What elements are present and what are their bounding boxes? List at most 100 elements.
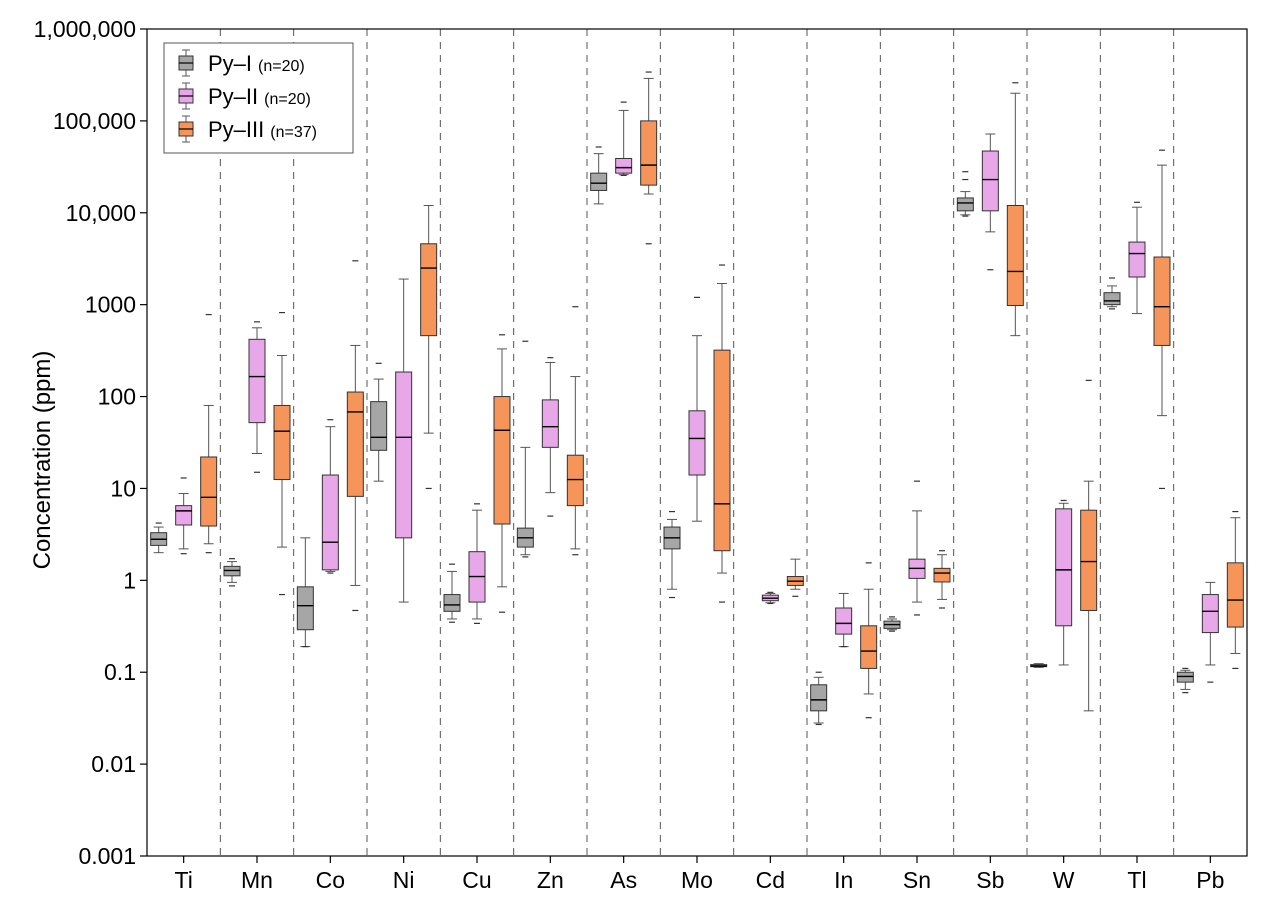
legend-series-count: (n=37) [270, 124, 317, 141]
x-tick-label: Mo [681, 867, 713, 893]
y-tick-label: 1,000,000 [34, 16, 136, 42]
legend-series-count: (n=20) [264, 91, 311, 108]
box-body [1226, 562, 1244, 628]
box-body [956, 197, 974, 212]
box-pyii-ti [175, 477, 193, 555]
box-pyi-ni [370, 362, 388, 482]
x-tick-label: Pb [1196, 867, 1224, 893]
legend-label: Py–II (n=20) [208, 84, 311, 109]
box-pyii-zn [541, 357, 559, 517]
box-body [395, 371, 413, 539]
y-tick-label: 1000 [85, 292, 136, 318]
box-pyii-as [615, 101, 633, 177]
legend-item: Py–I (n=20) [178, 49, 305, 77]
y-tick-label: 0.001 [78, 843, 136, 869]
x-tick-label: Ti [175, 867, 193, 893]
box-pyii-sn [908, 480, 926, 616]
box-pyi-tl [1103, 277, 1121, 310]
x-tick-label: Mn [241, 867, 273, 893]
box-pyiii-as [640, 71, 658, 245]
x-tick-label: Co [316, 867, 345, 893]
box-body [1103, 292, 1121, 306]
box-body [248, 338, 266, 424]
category-separators [219, 29, 1175, 856]
x-tick-label: Tl [1127, 867, 1146, 893]
box-body [810, 684, 828, 712]
legend-series-count: (n=20) [258, 58, 305, 75]
box-pyiii-co [346, 260, 364, 612]
box-body [321, 474, 339, 571]
box-body [296, 586, 314, 631]
x-tick-label: In [834, 867, 853, 893]
box-body [175, 505, 193, 526]
box-pyiii-ti [200, 313, 218, 554]
box-pyii-w [1055, 499, 1073, 666]
box-body [566, 454, 584, 507]
box-pyii-co [321, 419, 339, 574]
box-pyii-mn [248, 321, 266, 473]
x-tick-label: Cu [462, 867, 491, 893]
box-pyi-mo [663, 510, 681, 599]
x-tick-label: Zn [537, 867, 564, 893]
box-pyi-pb [1176, 667, 1194, 694]
box-body [1006, 205, 1024, 306]
legend: Py–I (n=20)Py–II (n=20)Py–III (n=37) [163, 42, 354, 154]
box-body [346, 391, 364, 497]
box-pyiii-w [1080, 379, 1098, 712]
box-pyiii-sn [933, 550, 951, 609]
box-body [1153, 256, 1171, 346]
box-body [1080, 509, 1098, 611]
box-body [200, 456, 218, 527]
box-body [981, 150, 999, 212]
box-pyi-as [590, 146, 608, 205]
box-pyi-cu [443, 563, 461, 623]
legend-series-name: Py–III [208, 117, 264, 142]
box-pyii-ni [395, 278, 413, 603]
y-tick-label: 1 [123, 567, 136, 593]
x-tick-label: W [1053, 867, 1075, 893]
box-pyi-sb [956, 171, 974, 217]
box-pyiii-ni [420, 205, 438, 490]
x-tick-label: Sn [903, 867, 931, 893]
box-body [1055, 508, 1073, 627]
legend-box [163, 42, 354, 154]
box-body [688, 410, 706, 476]
box-pyi-zn [516, 340, 534, 558]
box-body [370, 401, 388, 451]
box-pyii-cd [761, 591, 779, 605]
box-body [713, 349, 731, 552]
box-pyi-in [810, 671, 828, 726]
box-pyiii-sb [1006, 82, 1024, 337]
box-pyii-tl [1128, 201, 1146, 315]
plot-frame [146, 28, 1248, 857]
x-tick-label: As [610, 867, 637, 893]
box-pyiii-zn [566, 306, 584, 556]
box-body [590, 172, 608, 191]
legend-label: Py–I (n=20) [208, 51, 305, 76]
legend-label: Py–III (n=37) [208, 117, 317, 142]
box-pyii-cu [468, 503, 486, 624]
box-pyii-sb [981, 133, 999, 271]
box-pyiii-tl [1153, 149, 1171, 490]
x-tick-label: Sb [976, 867, 1004, 893]
y-tick-label: 10 [110, 475, 136, 501]
x-tick-label: Ni [393, 867, 415, 893]
box-body [860, 625, 878, 669]
x-axis: Ti Mn Co Ni Cu Zn As Mo Cd In Sn Sb W Tl Pb [175, 856, 1224, 893]
box-pyi-co [296, 537, 314, 648]
y-tick-label: 0.01 [91, 751, 136, 777]
y-tick-label: 100 [98, 384, 136, 410]
box-pyiii-pb [1226, 510, 1244, 670]
box-body [493, 396, 511, 525]
box-pyiii-mn [273, 311, 291, 596]
y-axis-label: Concentration (ppm) [29, 351, 56, 570]
legend-item: Py–II (n=20) [178, 82, 311, 110]
box-body [1176, 671, 1194, 683]
box-body [933, 567, 951, 583]
box-pyi-mn [223, 558, 241, 587]
box-body [640, 120, 658, 186]
legend-series-name: Py–I [208, 51, 252, 76]
box-body [420, 243, 438, 337]
y-axis: 0.001 0.01 0.1 1 10 100 1000 10,000 100,000 1,000… [34, 16, 147, 869]
